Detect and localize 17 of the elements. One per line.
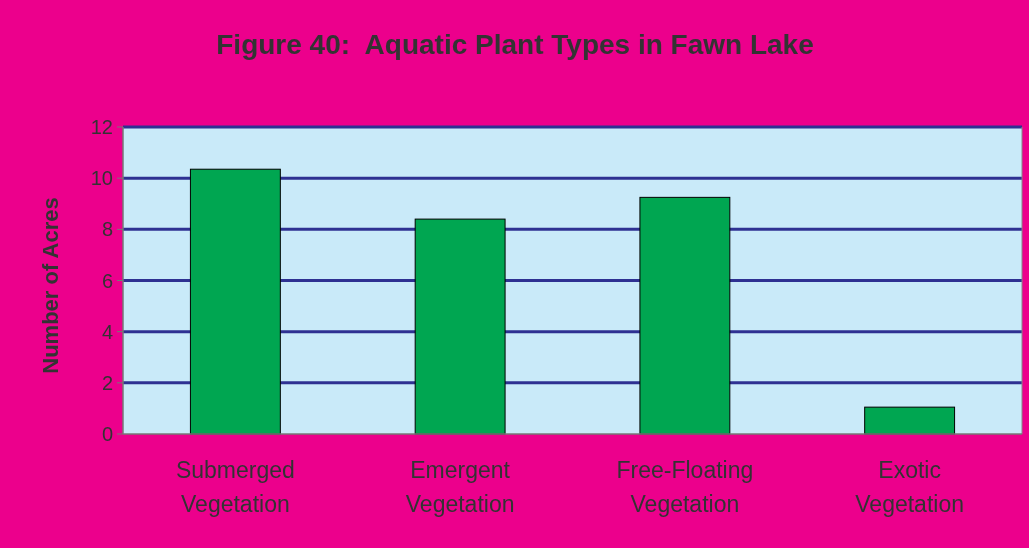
x-tick-label: Exotic Vegetation: [855, 457, 964, 517]
chart-title: Figure 40: Aquatic Plant Types in Fawn Lake: [216, 29, 814, 60]
x-tick-label: Submerged Vegetation: [175, 457, 295, 517]
y-tick-label: 6: [101, 269, 113, 292]
bar: [639, 196, 731, 435]
y-tick-label: 8: [101, 218, 113, 241]
bar: [189, 168, 281, 435]
y-tick-label: 2: [101, 371, 113, 394]
y-axis-title: Number of Acres: [38, 197, 63, 374]
x-tick-label: Free-Floating Vegetation: [616, 457, 754, 517]
bar: [864, 406, 956, 435]
y-tick-label: 10: [90, 167, 113, 190]
y-tick-label: 0: [101, 423, 113, 445]
bar: [414, 218, 506, 435]
y-tick-label: 12: [90, 116, 113, 138]
y-tick-label: 4: [101, 320, 113, 343]
x-tick-label: Emergent Vegetation: [405, 457, 515, 517]
